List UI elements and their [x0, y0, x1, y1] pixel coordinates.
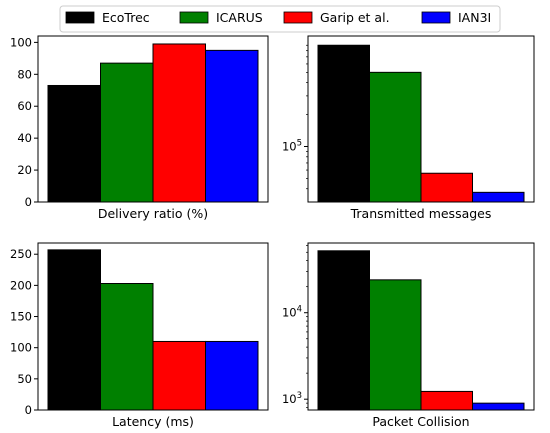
bar-ian3i: [472, 402, 525, 411]
x-axis-label: Packet Collision: [372, 414, 469, 429]
y-tick-label: 60: [17, 99, 32, 113]
subplot: 103 104 Packet Collision: [282, 242, 535, 429]
subplot: 105 Transmitted messages: [282, 35, 535, 221]
x-axis-label: Latency (ms): [112, 414, 194, 429]
y-tick-label: 0: [25, 403, 32, 417]
axes-frame: [307, 242, 535, 411]
bar-ian3i: [205, 49, 259, 203]
bar-garip-et-al: [420, 172, 473, 203]
x-axis-label: Transmitted messages: [350, 206, 492, 221]
y-tick-label: 40: [17, 131, 32, 145]
legend-label: EcoTrec: [102, 10, 150, 25]
axes-frame: [37, 242, 269, 411]
y-tick-label: 104: [282, 305, 302, 320]
legend-item: IAN3I: [421, 10, 491, 25]
bar-ian3i: [472, 191, 525, 203]
bar-ecotrec: [47, 249, 101, 411]
bar-ecotrec: [317, 44, 370, 203]
bar-ecotrec: [317, 250, 370, 411]
subplot: 0 50 100 150 200 250 Latency (ms): [10, 242, 269, 429]
y-tick-label: 250: [10, 247, 32, 261]
legend-label: Garip et al.: [320, 10, 390, 25]
bar-ecotrec: [47, 84, 101, 203]
legend-item: ICARUS: [179, 10, 263, 25]
y-tick-label: 105: [282, 139, 302, 154]
axes-frame: [37, 35, 269, 203]
legend-swatch: [65, 11, 95, 24]
legend: EcoTrec ICARUS Garip et al. IAN3I: [59, 5, 501, 33]
y-tick-label: 100: [10, 341, 32, 355]
subplots: 0 20 40 60 80 100 Delivery ratio (%) 105 Transmi…: [10, 35, 535, 429]
bar-ian3i: [205, 340, 259, 411]
x-axis-label: Delivery ratio (%): [98, 206, 208, 221]
legend-item: EcoTrec: [65, 10, 150, 25]
legend-swatch: [283, 11, 313, 24]
y-tick-label: 80: [17, 67, 32, 81]
bar-garip-et-al: [152, 340, 206, 411]
legend-frame: [59, 5, 501, 33]
legend-item: Garip et al.: [283, 10, 390, 25]
bar-icarus: [100, 62, 154, 203]
legend-label: IAN3I: [458, 10, 491, 25]
y-tick-label: 20: [17, 163, 32, 177]
y-tick-label: 100: [10, 35, 32, 49]
legend-swatch: [421, 11, 451, 24]
subplot: 0 20 40 60 80 100 Delivery ratio (%): [10, 35, 269, 221]
y-tick-label: 200: [10, 278, 32, 292]
y-tick-label: 150: [10, 310, 32, 324]
y-tick-label: 50: [17, 372, 32, 386]
bar-icarus: [369, 71, 422, 203]
bar-garip-et-al: [152, 43, 206, 203]
y-tick-label: 103: [282, 391, 302, 406]
y-tick-label: 0: [25, 195, 32, 209]
legend-swatch: [179, 11, 209, 24]
bar-icarus: [369, 279, 422, 411]
axes-frame: [307, 35, 535, 203]
bar-garip-et-al: [420, 390, 473, 411]
legend-label: ICARUS: [216, 10, 263, 25]
bar-icarus: [100, 283, 154, 411]
